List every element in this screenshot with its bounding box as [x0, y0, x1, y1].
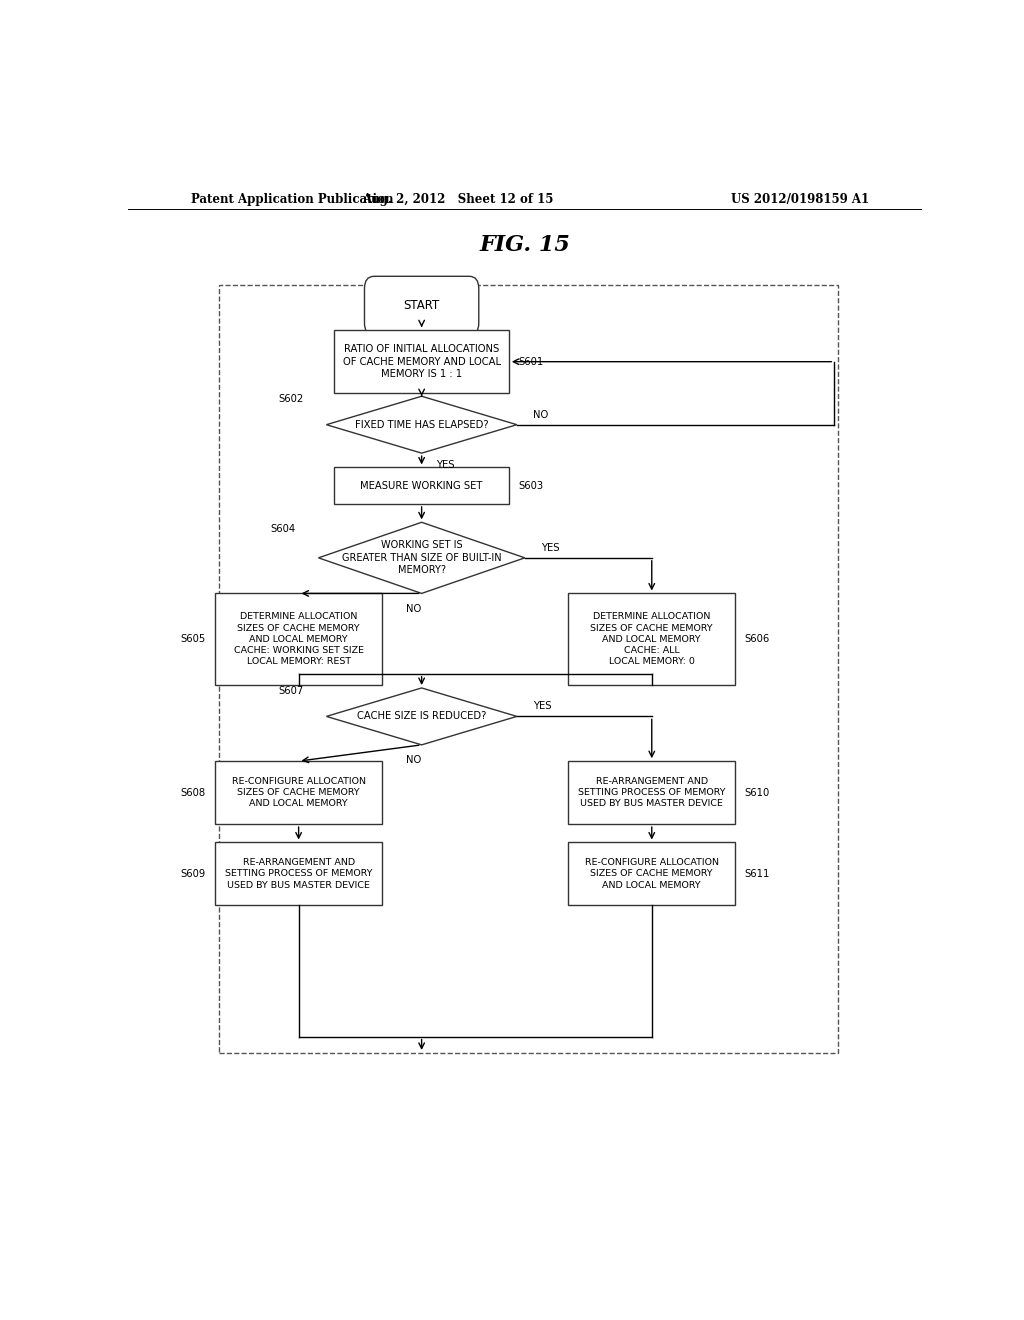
Text: NO: NO	[532, 409, 548, 420]
FancyBboxPatch shape	[215, 842, 382, 906]
Text: RE-ARRANGEMENT AND
SETTING PROCESS OF MEMORY
USED BY BUS MASTER DEVICE: RE-ARRANGEMENT AND SETTING PROCESS OF ME…	[578, 777, 726, 808]
FancyBboxPatch shape	[215, 762, 382, 824]
Polygon shape	[327, 396, 517, 453]
FancyBboxPatch shape	[215, 594, 382, 685]
Text: NO: NO	[407, 603, 421, 614]
Text: Patent Application Publication: Patent Application Publication	[191, 193, 394, 206]
Polygon shape	[318, 523, 524, 594]
FancyBboxPatch shape	[334, 467, 509, 504]
Text: RE-CONFIGURE ALLOCATION
SIZES OF CACHE MEMORY
AND LOCAL MEMORY: RE-CONFIGURE ALLOCATION SIZES OF CACHE M…	[585, 858, 719, 890]
Text: S605: S605	[180, 634, 206, 644]
Text: S607: S607	[279, 686, 304, 696]
Text: NO: NO	[407, 755, 421, 766]
Text: RATIO OF INITIAL ALLOCATIONS
OF CACHE MEMORY AND LOCAL
MEMORY IS 1 : 1: RATIO OF INITIAL ALLOCATIONS OF CACHE ME…	[343, 345, 501, 379]
Text: MEASURE WORKING SET: MEASURE WORKING SET	[360, 480, 483, 491]
Text: S602: S602	[279, 395, 304, 404]
FancyBboxPatch shape	[568, 762, 735, 824]
Text: S603: S603	[518, 480, 544, 491]
Text: YES: YES	[541, 543, 559, 553]
Text: S608: S608	[180, 788, 206, 797]
Text: YES: YES	[532, 701, 551, 711]
Text: RE-ARRANGEMENT AND
SETTING PROCESS OF MEMORY
USED BY BUS MASTER DEVICE: RE-ARRANGEMENT AND SETTING PROCESS OF ME…	[225, 858, 373, 890]
Text: FIG. 15: FIG. 15	[479, 234, 570, 256]
Text: WORKING SET IS
GREATER THAN SIZE OF BUILT-IN
MEMORY?: WORKING SET IS GREATER THAN SIZE OF BUIL…	[342, 540, 502, 576]
Bar	[219, 285, 839, 1053]
Text: DETERMINE ALLOCATION
SIZES OF CACHE MEMORY
AND LOCAL MEMORY
CACHE: WORKING SET S: DETERMINE ALLOCATION SIZES OF CACHE MEMO…	[233, 612, 364, 665]
FancyBboxPatch shape	[334, 330, 509, 393]
Text: S610: S610	[744, 788, 770, 797]
Text: CACHE SIZE IS REDUCED?: CACHE SIZE IS REDUCED?	[357, 711, 486, 722]
Text: YES: YES	[436, 461, 455, 470]
FancyBboxPatch shape	[365, 276, 479, 335]
Text: S609: S609	[180, 869, 206, 879]
FancyBboxPatch shape	[568, 594, 735, 685]
Text: Aug. 2, 2012   Sheet 12 of 15: Aug. 2, 2012 Sheet 12 of 15	[361, 193, 553, 206]
Text: S604: S604	[270, 524, 296, 535]
Text: S606: S606	[744, 634, 770, 644]
Text: RE-CONFIGURE ALLOCATION
SIZES OF CACHE MEMORY
AND LOCAL MEMORY: RE-CONFIGURE ALLOCATION SIZES OF CACHE M…	[231, 777, 366, 808]
FancyBboxPatch shape	[568, 842, 735, 906]
Text: S601: S601	[518, 356, 544, 367]
Text: START: START	[403, 300, 439, 313]
Text: FIXED TIME HAS ELAPSED?: FIXED TIME HAS ELAPSED?	[355, 420, 488, 430]
Text: DETERMINE ALLOCATION
SIZES OF CACHE MEMORY
AND LOCAL MEMORY
CACHE: ALL
LOCAL MEM: DETERMINE ALLOCATION SIZES OF CACHE MEMO…	[591, 612, 713, 665]
Polygon shape	[327, 688, 517, 744]
Text: US 2012/0198159 A1: US 2012/0198159 A1	[731, 193, 869, 206]
Text: S611: S611	[744, 869, 770, 879]
